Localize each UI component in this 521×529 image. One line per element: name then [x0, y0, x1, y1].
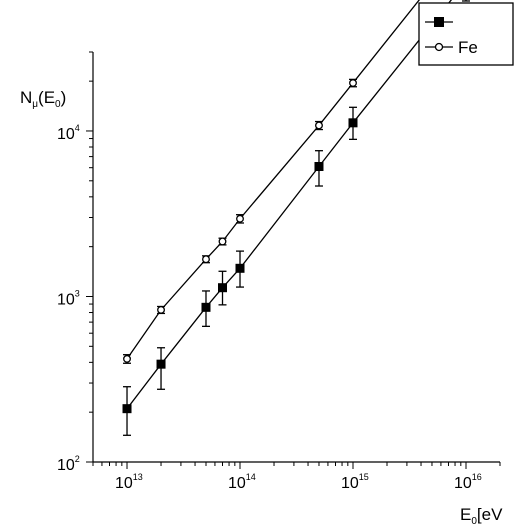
data-point-circle: [349, 79, 357, 87]
data-point-circle: [157, 305, 165, 314]
legend-item-fe: Fe: [425, 38, 478, 57]
x-tick-label: 1015: [341, 472, 369, 492]
y-tick-label: 103: [57, 288, 80, 308]
x-tick-label: 1016: [454, 472, 482, 492]
legend-marker-open-circle: [434, 42, 444, 52]
series-layer: [122, 0, 470, 436]
legend-item-series-1: [425, 17, 453, 27]
x-axis-title: E0[eV: [460, 505, 503, 527]
y-axis-title: Nμ(E0): [20, 88, 66, 110]
minor-tick-layer: [86, 51, 501, 469]
y-tick-label: 104: [57, 123, 80, 143]
series-1: [122, 0, 470, 436]
legend-label-fe: Fe: [458, 38, 478, 57]
data-point-circle: [236, 214, 244, 223]
data-point-square: [235, 263, 245, 273]
series-line: [126, 0, 453, 410]
axes: [92, 52, 500, 463]
x-tick-label: 1014: [228, 472, 256, 492]
data-point-square: [314, 162, 324, 172]
series-line: [126, 0, 420, 360]
tick-labels: 1013 1014 1015 1016 102 103 104: [57, 123, 482, 492]
legend-box: [418, 2, 514, 66]
data-point-square: [122, 404, 132, 414]
data-point-circle: [123, 354, 131, 363]
data-point-circle: [315, 121, 323, 130]
data-point-square: [156, 359, 166, 369]
data-point-circle: [202, 255, 210, 264]
data-point-square: [201, 302, 211, 312]
legend: Fe: [418, 2, 514, 66]
data-point-circle: [218, 237, 227, 246]
x-tick-label: 1013: [115, 472, 143, 492]
y-tick-label: 102: [57, 454, 80, 474]
legend-marker-filled-square: [434, 17, 444, 27]
data-point-square: [218, 283, 228, 293]
series-2: [123, 0, 420, 364]
data-point-square: [348, 118, 358, 128]
